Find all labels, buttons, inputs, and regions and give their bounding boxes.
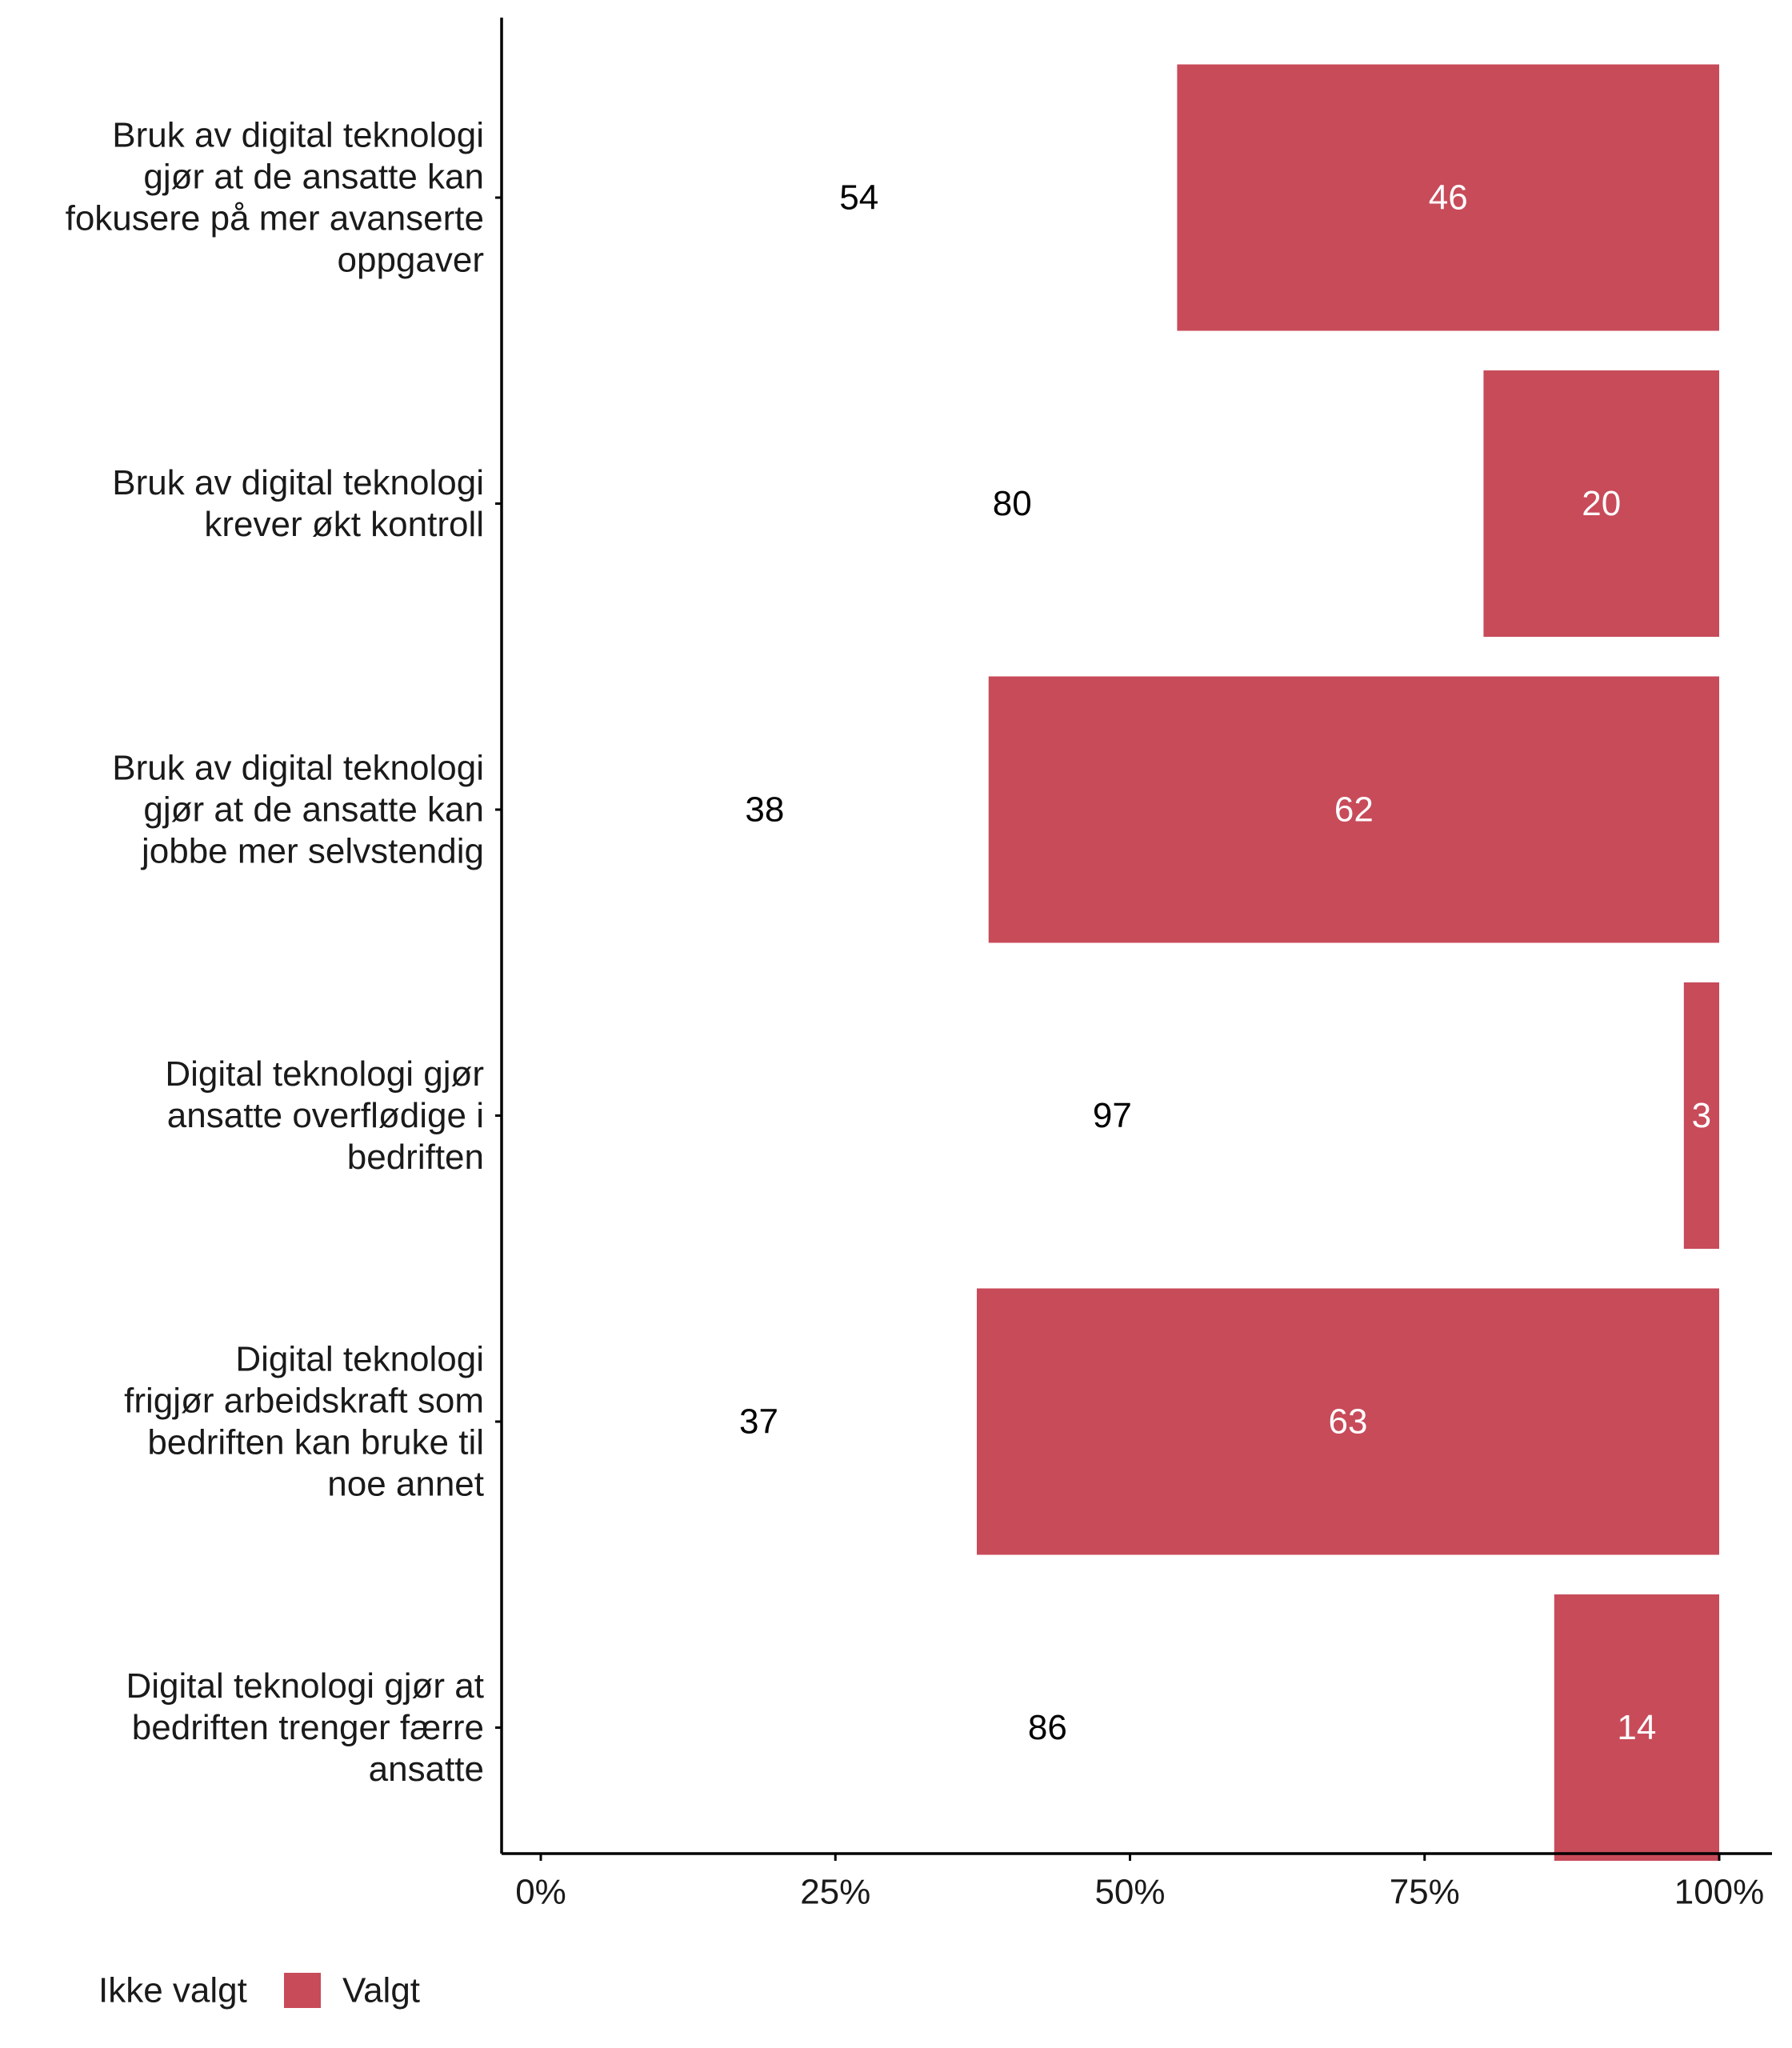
category-label-4: Digital teknologi frigjør arbeidskraft so… (124, 1340, 484, 1504)
category-label-line: krever økt kontroll (204, 505, 484, 544)
value-label-valgt-0: 46 (1429, 178, 1468, 218)
category-label-line: ansatte (369, 1750, 484, 1789)
category-label-line: Bruk av digital teknologi (112, 749, 484, 788)
bar-valgt-5 (1554, 1594, 1719, 1861)
category-label-0: Bruk av digital teknologi gjør at de ansa… (66, 116, 484, 280)
x-tick-label-2: 50% (1094, 1873, 1165, 1912)
category-label-line: Bruk av digital teknologi (112, 116, 484, 155)
value-labels-layer: 54 46 80 20 38 62 97 3 37 63 86 14 (739, 178, 1711, 1748)
value-label-ikke-valgt-4: 37 (739, 1402, 778, 1442)
category-label-line: bedriften kan bruke til (147, 1423, 484, 1462)
category-label-line: Bruk av digital teknologi (112, 463, 484, 502)
bar-valgt-2 (988, 676, 1719, 943)
category-label-3: Digital teknologi gjør ansatte overflødig… (165, 1054, 484, 1177)
category-label-line: ansatte overflødige i (167, 1096, 484, 1135)
value-label-valgt-3: 3 (1692, 1096, 1711, 1135)
category-label-line: noe annet (327, 1465, 484, 1504)
category-label-line: Digital teknologi gjør (165, 1054, 484, 1094)
category-labels-layer: Bruk av digital teknologi gjør at de ansa… (66, 116, 484, 1790)
bars-layer (977, 64, 1719, 1861)
x-tick-label-4: 100% (1674, 1873, 1765, 1912)
category-label-5: Digital teknologi gjør at bedriften treng… (126, 1666, 484, 1789)
value-label-valgt-5: 14 (1617, 1708, 1656, 1747)
category-label-line: bedriften trenger færre (132, 1708, 484, 1747)
x-tick-label-1: 25% (800, 1873, 870, 1912)
bar-valgt-1 (1483, 370, 1719, 637)
value-label-ikke-valgt-3: 97 (1093, 1096, 1132, 1135)
bar-valgt-3 (1683, 982, 1719, 1249)
value-label-ikke-valgt-0: 54 (839, 178, 878, 218)
value-label-ikke-valgt-1: 80 (993, 484, 1032, 523)
category-label-line: gjør at de ansatte kan (143, 790, 484, 830)
category-label-line: Digital teknologi (235, 1340, 484, 1379)
value-label-valgt-4: 63 (1329, 1402, 1368, 1442)
value-label-valgt-2: 62 (1334, 790, 1374, 830)
category-label-line: oppgaver (338, 241, 484, 280)
category-label-line: Digital teknologi gjør at (126, 1666, 484, 1706)
axes-layer (495, 18, 1772, 1855)
category-label-line: fokusere på mer avanserte (66, 199, 484, 238)
x-ticks-layer: 0% 25% 50% 75% 100% (515, 1854, 1764, 1912)
legend-label-valgt: Valgt (342, 1971, 420, 2010)
category-label-line: frigjør arbeidskraft som (124, 1382, 484, 1421)
category-label-line: bedriften (347, 1138, 484, 1177)
category-label-line: jobbe mer selvstendig (140, 832, 484, 871)
value-label-ikke-valgt-2: 38 (745, 790, 784, 830)
bar-valgt-4 (977, 1288, 1719, 1555)
legend-label-ikke-valgt: Ikke valgt (98, 1971, 247, 2010)
legend-swatch-valgt (284, 1973, 321, 2008)
x-tick-label-0: 0% (515, 1873, 566, 1912)
value-label-valgt-1: 20 (1582, 484, 1621, 523)
category-label-2: Bruk av digital teknologi gjør at de ansa… (112, 749, 484, 871)
category-label-1: Bruk av digital teknologi krever økt kont… (112, 463, 484, 544)
bar-valgt-0 (1177, 64, 1719, 331)
value-label-ikke-valgt-5: 86 (1028, 1708, 1067, 1747)
x-tick-label-3: 75% (1390, 1873, 1460, 1912)
legend: Ikke valgt Valgt (98, 1971, 420, 2010)
category-label-line: gjør at de ansatte kan (143, 158, 484, 197)
